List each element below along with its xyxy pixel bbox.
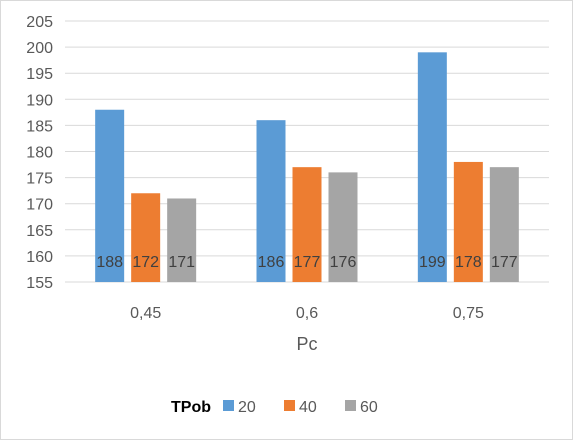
data-label: 188 [96, 254, 123, 271]
y-tick-label: 185 [26, 118, 53, 135]
bar-20-1 [256, 120, 286, 283]
bar-40-2 [453, 161, 483, 282]
data-labels: 188 172 171 186 177 176 199 178 177 [96, 254, 517, 271]
y-tick-label: 165 [26, 223, 53, 240]
x-tick-label: 0,6 [296, 305, 318, 322]
legend-label: 20 [238, 399, 256, 416]
data-label: 176 [330, 254, 357, 271]
data-label: 177 [491, 254, 518, 271]
bar-40-0 [131, 193, 161, 282]
data-label: 199 [419, 254, 446, 271]
x-tick-label: 0,75 [453, 305, 484, 322]
x-axis-tick-labels: 0,45 0,6 0,75 [130, 305, 484, 322]
y-tick-label: 205 [26, 14, 53, 31]
bar-60-0 [167, 198, 197, 282]
legend-title: TPob [171, 399, 211, 416]
data-label: 177 [294, 254, 321, 271]
legend-label: 60 [360, 399, 378, 416]
bar-20-0 [95, 109, 125, 283]
y-tick-label: 160 [26, 249, 53, 266]
data-label: 186 [258, 254, 285, 271]
data-label: 178 [455, 254, 482, 271]
y-tick-label: 180 [26, 145, 53, 162]
y-tick-label: 190 [26, 92, 53, 109]
data-label: 171 [168, 254, 195, 271]
bar-60-1 [328, 172, 358, 282]
y-tick-label: 200 [26, 40, 53, 57]
legend-swatch-60 [345, 400, 356, 411]
legend-swatch-20 [223, 400, 234, 411]
bar-40-1 [292, 167, 322, 282]
legend-swatch-40 [284, 400, 295, 411]
y-tick-label: 170 [26, 197, 53, 214]
y-tick-label: 195 [26, 66, 53, 83]
legend-label: 40 [299, 399, 317, 416]
bars [95, 52, 519, 283]
legend: TPob 20 40 60 [171, 399, 378, 416]
x-tick-label: 0,45 [130, 305, 161, 322]
y-tick-label: 175 [26, 171, 53, 188]
x-axis-title: Pc [296, 334, 317, 354]
y-tick-label: 155 [26, 275, 53, 292]
bar-20-2 [417, 52, 447, 282]
bar-60-2 [489, 167, 519, 282]
data-label: 172 [132, 254, 159, 271]
y-axis-tick-labels: 155 160 165 170 175 180 185 190 195 200 205 [26, 14, 53, 292]
